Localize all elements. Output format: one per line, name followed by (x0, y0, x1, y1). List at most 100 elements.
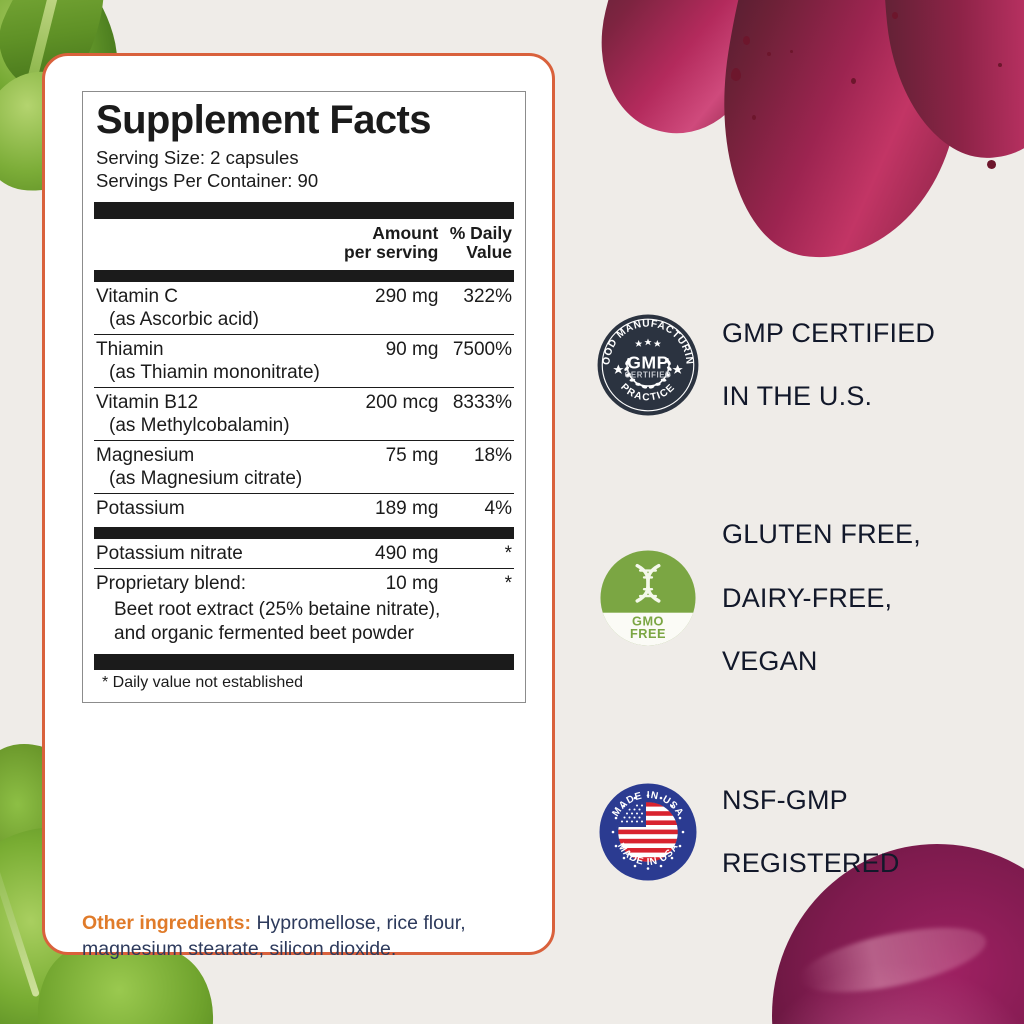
proprietary-daily-value: * (504, 543, 512, 564)
divider-bar-footer (94, 653, 514, 670)
other-ingredients-label: Other ingredients: (82, 912, 252, 934)
table-row: Potassium 189 mg 4% (94, 492, 514, 523)
header-amount-per-serving: Amount per serving (329, 219, 438, 266)
gmp-seal-icon: GOOD MANUFACTURING PRACTICE (596, 313, 699, 416)
gmo-free-dna-icon: GMO FREE (600, 550, 696, 646)
nutrient-daily-value: 4% (438, 492, 514, 523)
beet-juice-droplet-icon (752, 115, 756, 120)
proprietary-daily-value: * (438, 568, 514, 599)
serving-size-text: Serving Size: 2 capsules (96, 146, 299, 168)
badge-gmo-label-line1: GLUTEN FREE, (722, 519, 921, 550)
nutrient-amount: 290 mg (375, 285, 439, 307)
badge-nsf-label-line1: NSF-GMP (722, 784, 848, 815)
supplement-facts-panel: Supplement Facts Serving Size: 2 capsule… (82, 91, 526, 703)
table-row: Vitamin B12 (as Methylcobalamin) 200 mcg… (94, 386, 514, 441)
nutrient-source: (as Methylcobalamin) (109, 414, 290, 436)
table-row: Potassium nitrate 490 mg * (94, 539, 514, 569)
nutrient-source: (as Thiamin mononitrate) (109, 361, 320, 383)
header-blank (94, 219, 329, 266)
gmo-free-line2: FREE (630, 627, 666, 642)
nutrient-amount: 200 mcg (329, 386, 439, 441)
header-dv-line2: Value (466, 241, 512, 262)
table-row: Proprietary blend: 10 mg * (94, 568, 514, 599)
proprietary-detail-line2: and organic fermented beet powder (114, 622, 414, 644)
beet-juice-droplet-icon (851, 78, 856, 84)
badge-gmo-label: GLUTEN FREE, DAIRY-FREE, VEGAN (722, 488, 921, 709)
servings-per-container-text: Servings Per Container: 90 (96, 170, 319, 192)
nutrient-name: Magnesium (96, 444, 195, 466)
proprietary-name-cell: Proprietary blend: (94, 568, 330, 599)
divider-bar-thick (94, 201, 514, 219)
nutrient-daily-value: 7500% (438, 333, 514, 388)
badge-gmo-label-line3: VEGAN (722, 645, 818, 676)
divider-bar-proprietary (94, 527, 514, 539)
proprietary-name-cell: Potassium nitrate (94, 539, 329, 569)
badge-gmp-label: GMP CERTIFIED IN THE U.S. (722, 286, 935, 444)
badge-gmo-free: GMO FREE GLUTEN FREE, DAIRY-FREE, VEGAN (592, 488, 1002, 709)
badge-gmp-label-line1: GMP CERTIFIED (722, 317, 936, 348)
nutrient-daily-value: 18% (438, 439, 514, 494)
divider-bar-header (94, 269, 514, 282)
badge-nsf-label: NSF-GMP REGISTERED (722, 753, 900, 911)
supplement-facts-table: Amount per serving % Daily Value (94, 219, 514, 266)
table-row: Thiamin (as Thiamin mononitrate) 90 mg 7… (94, 333, 514, 388)
nutrient-name-cell: Thiamin (as Thiamin mononitrate) (94, 333, 330, 388)
table-row: Vitamin C (as Ascorbic acid) 290 mg 322% (94, 282, 514, 335)
badge-art: MADE IN USA MADE IN USA (592, 782, 704, 882)
header-dv-line1: % Daily (449, 222, 512, 243)
nutrient-name-cell: Potassium (94, 492, 330, 523)
header-amount-line1: Amount (372, 222, 439, 243)
table-row: Magnesium (as Magnesium citrate) 75 mg 1… (94, 439, 514, 494)
supplement-facts-card: Supplement Facts Serving Size: 2 capsule… (42, 53, 555, 960)
nutrient-table: Vitamin C (as Ascorbic acid) 290 mg 322%… (94, 282, 514, 523)
footnote-text: * Daily value not established (102, 673, 304, 691)
nutrient-source: (as Magnesium citrate) (109, 467, 303, 489)
nutrient-name-cell: Vitamin C (as Ascorbic acid) (94, 282, 329, 335)
badge-nsf-label-line2: REGISTERED (722, 847, 900, 878)
nutrient-source: (as Ascorbic acid) (109, 308, 259, 330)
beet-juice-droplet-icon (743, 36, 750, 45)
nutrient-name: Potassium (96, 497, 185, 519)
beet-juice-droplet-icon (767, 52, 771, 56)
beet-juice-droplet-icon (731, 68, 741, 81)
beet-juice-droplet-icon (892, 12, 898, 19)
badge-art: GOOD MANUFACTURING PRACTICE (592, 313, 704, 417)
nutrient-daily-value: 322% (463, 285, 512, 307)
gmp-seal-certified-text: CERTIFIED (625, 370, 672, 379)
badge-art: GMO FREE (592, 549, 704, 647)
nutrient-amount: 75 mg (329, 439, 439, 494)
beet-juice-droplet-icon (790, 50, 793, 53)
nutrient-name: Thiamin (96, 338, 164, 360)
nutrient-name-cell: Vitamin B12 (as Methylcobalamin) (94, 386, 330, 441)
nutrient-name: Vitamin C (96, 285, 179, 307)
nutrient-daily-value: 8333% (438, 386, 514, 441)
proprietary-amount: 10 mg (329, 568, 439, 599)
nutrient-amount: 90 mg (329, 333, 439, 388)
badge-gmo-label-line2: DAIRY-FREE, (722, 582, 893, 613)
proprietary-name: Potassium nitrate (96, 543, 243, 564)
badge-gmp-certified: GOOD MANUFACTURING PRACTICE (592, 286, 1002, 444)
proprietary-amount: 490 mg (375, 543, 439, 564)
header-daily-value: % Daily Value (438, 219, 514, 266)
nutrient-amount: 189 mg (329, 492, 439, 523)
proprietary-table: Potassium nitrate 490 mg * Proprietary b… (94, 539, 514, 649)
beet-slice-large-icon (698, 0, 991, 277)
proprietary-detail-row: Beet root extract (25% betaine nitrate),… (94, 598, 514, 649)
badge-gmp-label-line2: IN THE U.S. (722, 380, 873, 411)
page-title: Supplement Facts (96, 98, 432, 142)
nutrient-name: Vitamin B12 (96, 391, 199, 413)
header-amount-line2: per serving (344, 241, 439, 262)
gmp-seal-center-text: GMP (627, 353, 669, 373)
beet-juice-droplet-icon (998, 63, 1002, 67)
certification-badges: GOOD MANUFACTURING PRACTICE (592, 286, 1002, 955)
beet-juice-droplet-icon (987, 160, 996, 169)
other-ingredients: Other ingredients: Hypromellose, rice fl… (82, 911, 542, 963)
leaf-vein-icon (0, 852, 41, 998)
table-header-row: Amount per serving % Daily Value (94, 219, 514, 266)
nutrient-name-cell: Magnesium (as Magnesium citrate) (94, 439, 330, 494)
beet-slice-icon (580, 0, 792, 150)
proprietary-detail-cell: Beet root extract (25% betaine nitrate),… (94, 598, 514, 649)
gmo-free-line1: GMO (632, 614, 664, 629)
proprietary-detail-line1: Beet root extract (25% betaine nitrate), (114, 599, 441, 621)
beet-slice-right-icon (870, 0, 1024, 168)
